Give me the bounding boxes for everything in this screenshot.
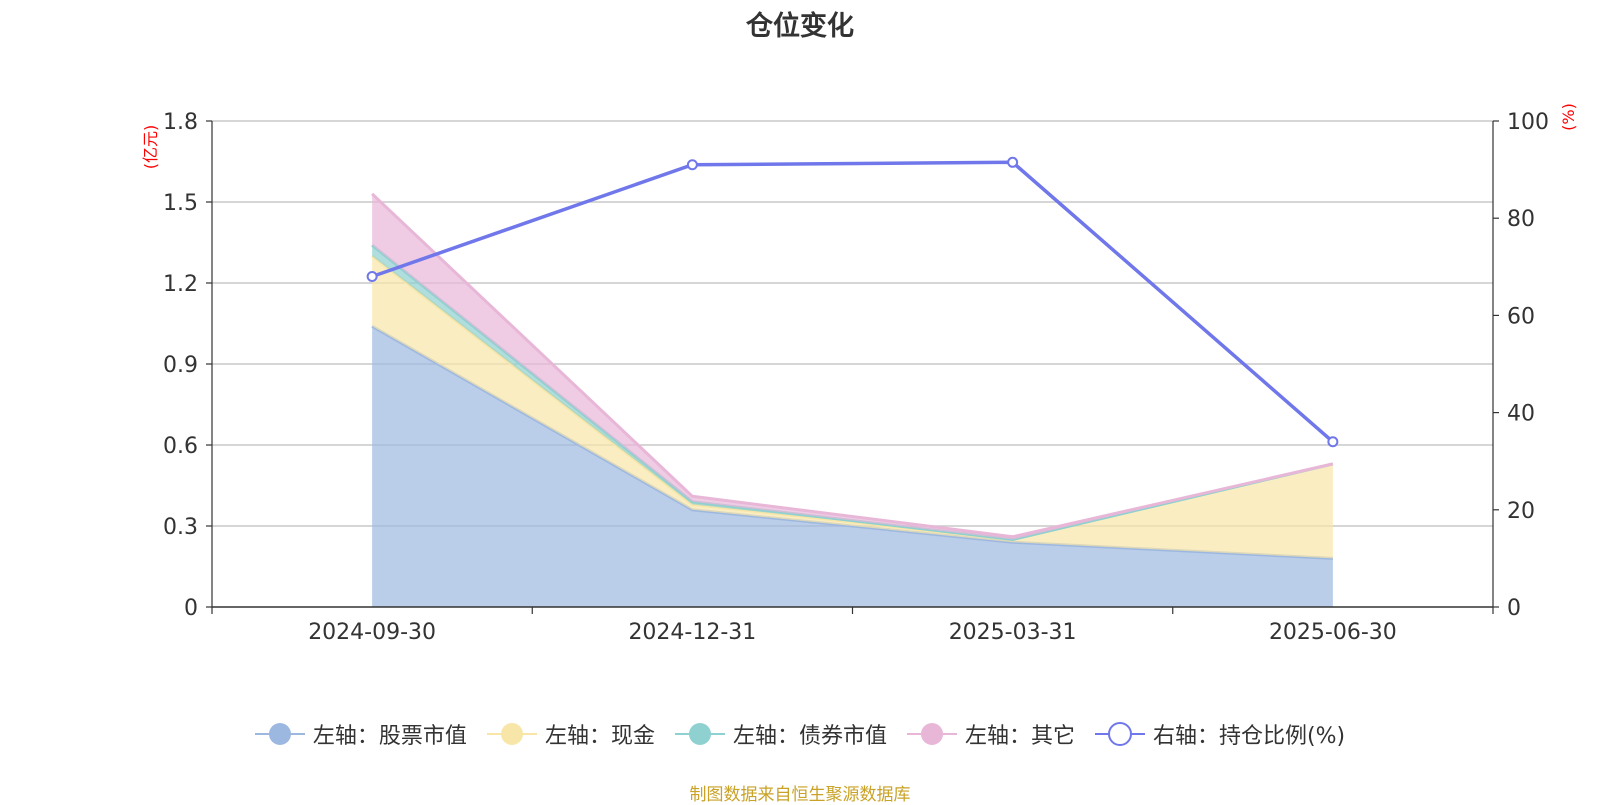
left-tick-label: 1.2 — [163, 272, 198, 297]
legend: 左轴：股票市值 左轴：现金 左轴：债券市值 左轴：其它 右轴：持仓比例(%) — [0, 718, 1600, 750]
chart-title: 仓位变化 — [746, 11, 854, 42]
stacked-areas — [371, 192, 1334, 607]
ratio-point — [1327, 436, 1339, 448]
legend-swatch — [254, 723, 305, 745]
legend-swatch — [486, 723, 537, 745]
area-line-series-3 — [371, 192, 1334, 539]
left-tick-label: 0 — [184, 596, 198, 621]
legend-label: 左轴：其它 — [964, 724, 1075, 749]
source-note: 制图数据来自恒生聚源数据库 — [689, 785, 911, 805]
legend-label: 左轴：现金 — [544, 724, 655, 749]
right-tick-label: 0 — [1507, 596, 1521, 621]
legend-swatch — [906, 723, 957, 745]
legend-item[interactable]: 左轴：债券市值 — [674, 718, 887, 750]
legend-label: 左轴：股票市值 — [312, 724, 467, 749]
legend-label: 左轴：债券市值 — [732, 724, 887, 749]
left-tick-label: 1.5 — [163, 191, 198, 216]
x-tick-label: 2024-12-31 — [628, 620, 756, 645]
legend-label: 右轴：持仓比例(%) — [1152, 724, 1346, 749]
x-tick-label: 2024-09-30 — [308, 620, 436, 645]
left-tick-label: 0.6 — [163, 434, 198, 459]
legend-item[interactable]: 左轴：其它 — [906, 718, 1075, 750]
right-tick-label: 80 — [1507, 207, 1535, 232]
area-series-0 — [372, 326, 1333, 607]
legend-swatch — [1094, 722, 1145, 746]
legend-swatch — [674, 723, 725, 745]
left-tick-label: 0.9 — [163, 353, 198, 378]
ratio-point — [1007, 156, 1019, 168]
legend-item[interactable]: 右轴：持仓比例(%) — [1094, 718, 1346, 750]
ratio-line — [366, 156, 1339, 448]
x-tick-label: 2025-06-30 — [1269, 620, 1397, 645]
axes: 0 0.3 0.6 0.9 1.2 1.5 1.8 0 20 40 60 80 100 2024-09-3… — [141, 103, 1578, 645]
right-tick-label: 40 — [1507, 402, 1535, 427]
right-tick-label: 20 — [1507, 499, 1535, 524]
legend-item[interactable]: 左轴：股票市值 — [254, 718, 467, 750]
left-axis-unit: (亿元) — [141, 125, 160, 170]
area-series-1 — [372, 256, 1333, 559]
chart-plot: 0 0.3 0.6 0.9 1.2 1.5 1.8 0 20 40 60 80 100 2024-09-3… — [141, 103, 1578, 645]
ratio-line-path — [371, 160, 1335, 444]
legend-item[interactable]: 左轴：现金 — [486, 718, 655, 750]
x-tick-label: 2025-03-31 — [949, 620, 1077, 645]
right-tick-label: 100 — [1507, 110, 1549, 135]
right-axis-unit: (%) — [1559, 103, 1578, 131]
ratio-point — [366, 271, 378, 283]
ratio-point — [686, 159, 698, 171]
left-tick-label: 0.3 — [163, 515, 198, 540]
left-tick-label: 1.8 — [163, 110, 198, 135]
right-tick-label: 60 — [1507, 304, 1535, 329]
